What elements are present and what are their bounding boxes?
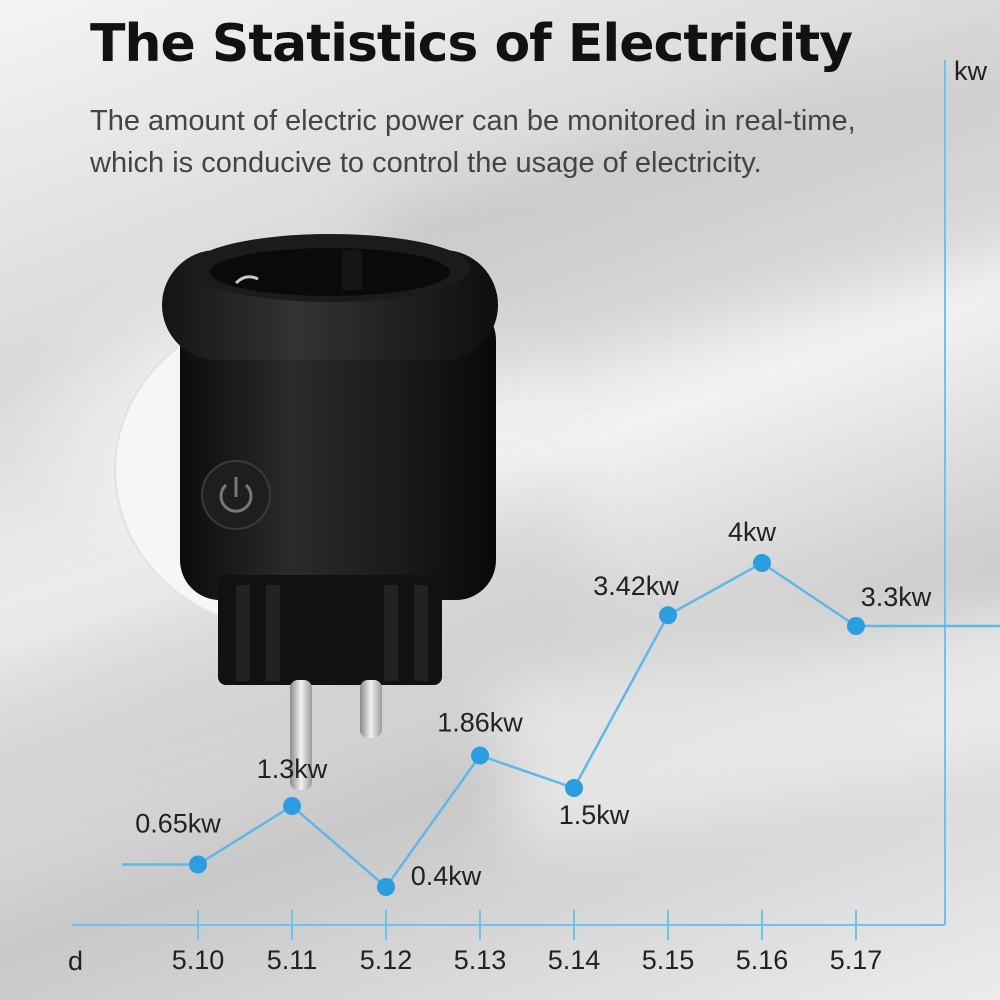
power-icon	[219, 477, 253, 513]
series-line	[122, 561, 1000, 889]
subtitle-line-2: which is conducive to control the usage …	[90, 147, 762, 179]
x-tick-label: 5.13	[454, 945, 507, 975]
page-subtitle: The amount of electric power can be moni…	[90, 100, 940, 184]
x-tick-label: 5.12	[360, 945, 413, 975]
x-tick-label: 5.14	[548, 945, 601, 975]
data-label: 3.3kw	[861, 582, 932, 612]
data-label: 0.65kw	[135, 809, 221, 839]
data-point	[659, 606, 677, 625]
data-point	[471, 746, 489, 765]
data-points	[189, 554, 865, 896]
data-point	[847, 617, 865, 635]
data-label: 4kw	[728, 517, 777, 547]
data-point	[189, 855, 207, 874]
x-tick-label: 5.17	[830, 945, 883, 975]
page-title: The Statistics of Electricity	[90, 14, 853, 74]
data-point	[753, 554, 771, 572]
data-label: 1.86kw	[437, 708, 523, 738]
y-axis-title: kw	[954, 56, 988, 86]
x-tick-label: 5.16	[736, 945, 789, 975]
data-label: 0.4kw	[411, 861, 482, 891]
subtitle-line-1: The amount of electric power can be moni…	[90, 105, 856, 137]
x-tick-label: 5.11	[267, 945, 318, 975]
data-label: 1.3kw	[257, 754, 328, 784]
data-point	[565, 779, 583, 797]
data-point	[377, 878, 395, 896]
x-axis-ticks: 5.10 5.11 5.12 5.13 5.14 5.15 5.16 5.17	[172, 910, 883, 975]
smart-plug-illustration	[114, 234, 498, 790]
x-axis-title: d	[68, 946, 83, 976]
data-labels: 0.65kw 1.3kw 0.4kw 1.86kw 1.5kw 3.42kw 4kw 3.3k…	[135, 517, 932, 891]
data-point	[283, 797, 301, 815]
chart-axes	[72, 60, 946, 926]
data-label: 3.42kw	[593, 571, 679, 601]
x-tick-label: 5.15	[642, 945, 695, 975]
x-tick-label: 5.10	[172, 945, 225, 975]
data-label: 1.5kw	[559, 800, 630, 830]
